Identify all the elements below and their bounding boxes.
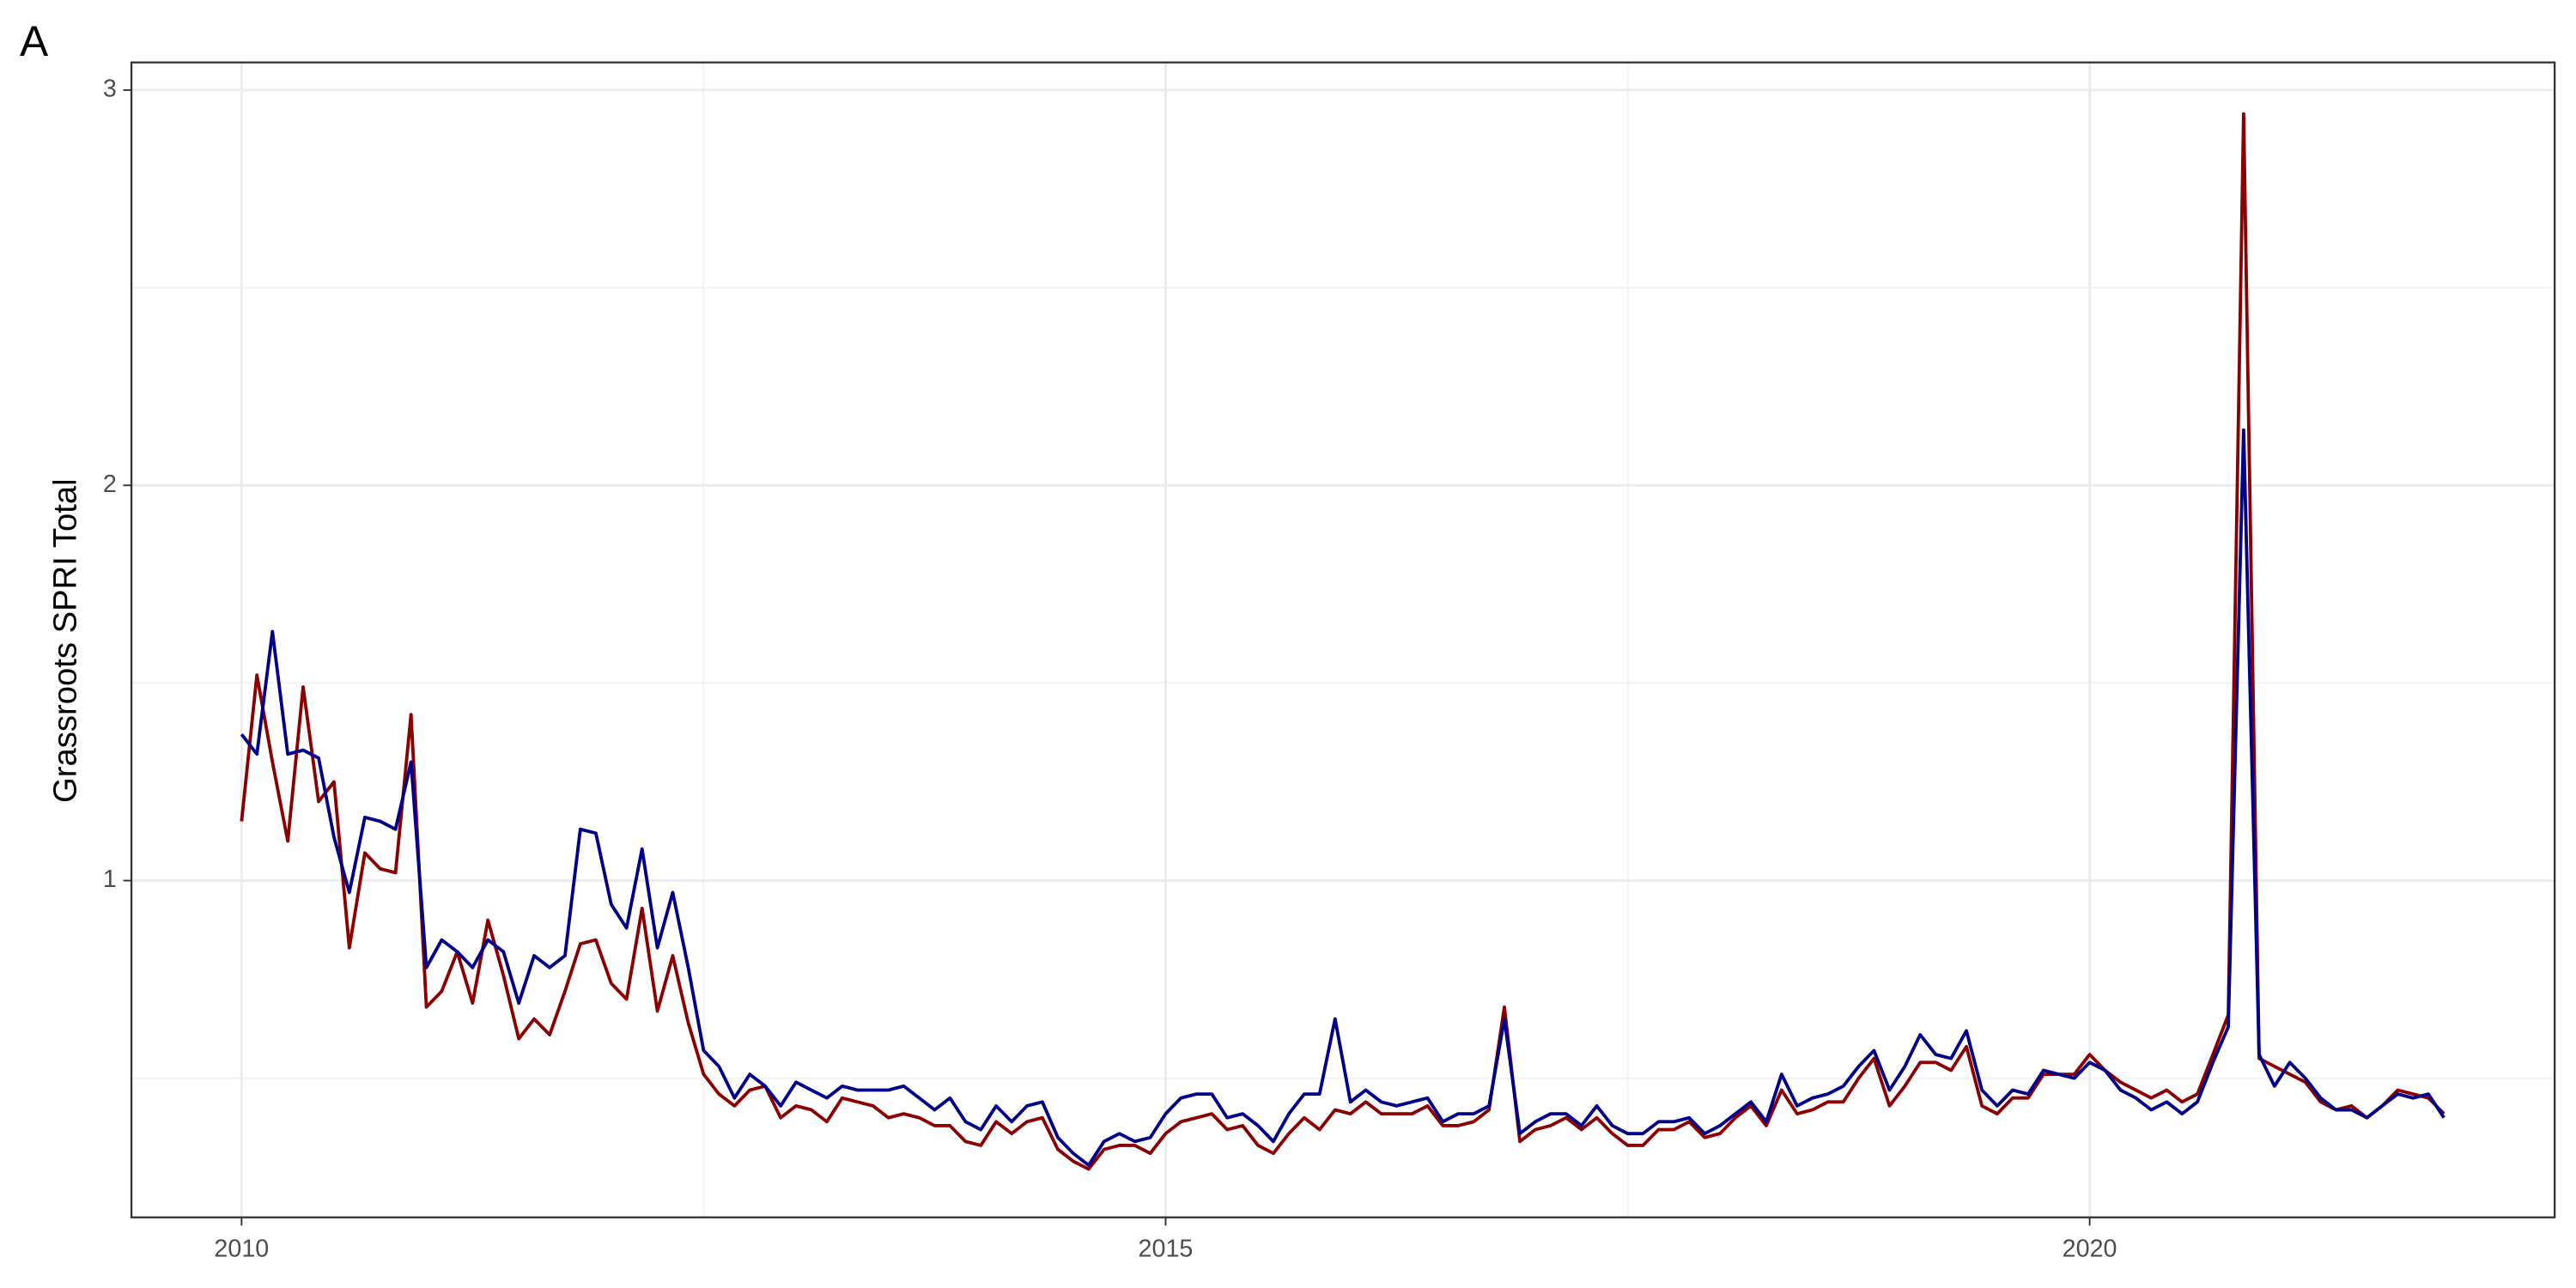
y-axis-label: Grassroots SPRI Total bbox=[47, 478, 84, 803]
series-line bbox=[240, 428, 2445, 1167]
y-tick-label: 3 bbox=[103, 76, 117, 103]
x-tick-label: 2010 bbox=[214, 1236, 269, 1263]
y-tick-label: 2 bbox=[103, 471, 117, 498]
series-line bbox=[240, 112, 2445, 1171]
x-tick-label: 2020 bbox=[2063, 1236, 2117, 1263]
y-tick-label: 1 bbox=[103, 866, 117, 893]
x-tick-label: 2015 bbox=[1139, 1236, 1194, 1263]
axes: 2010 2015 2020 1 2 3 bbox=[103, 76, 2117, 1263]
panel-border bbox=[130, 61, 2556, 1218]
grid bbox=[131, 62, 2555, 1218]
panel-tag: A bbox=[20, 17, 49, 65]
lines bbox=[240, 112, 2445, 1171]
